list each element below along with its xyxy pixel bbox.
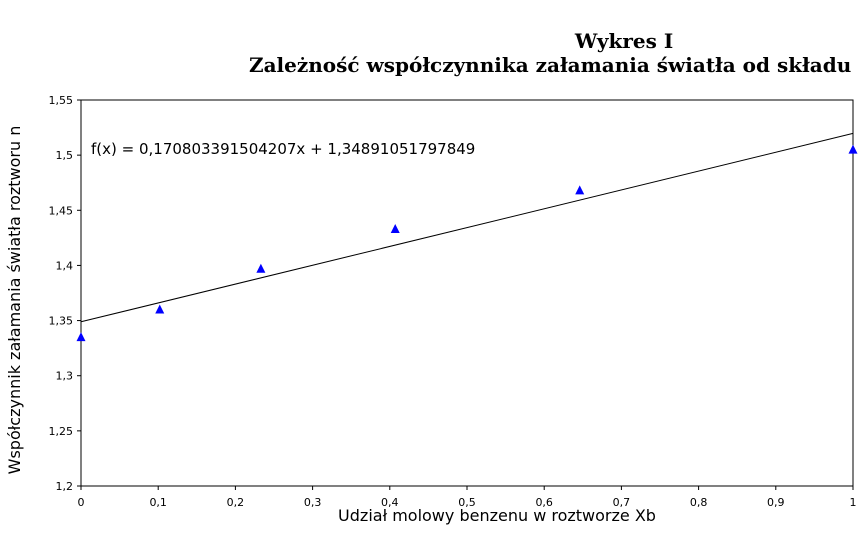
y-tick-label: 1,5 [56,149,74,162]
y-axis-label: Współczynnik załamania światła roztworu … [5,126,24,475]
y-tick-label: 1,25 [49,425,74,438]
x-axis-label: Udział molowy benzenu w roztworze Xb [338,506,656,525]
data-point [848,144,858,154]
chart-title: Wykres I [574,29,673,53]
x-tick-label: 1 [850,496,857,509]
x-axis: 0 0,1 0,2 0,3 0,4 0,5 0,6 0,7 0,8 0,9 1 [78,486,857,509]
x-tick-label: 0,4 [381,496,399,509]
x-tick-label: 0 [78,496,85,509]
trendline-equation: f(x) = 0,170803391504207x + 1,3489105179… [91,140,475,158]
y-tick-label: 1,55 [49,94,74,107]
y-tick-label: 1,3 [56,370,74,383]
chart-subtitle: Zależność współczynnika załamania światł… [249,53,851,77]
trendline [80,132,854,323]
data-point [76,332,86,342]
y-axis: 1,2 1,25 1,3 1,35 1,4 1,45 1,5 1,55 [49,94,81,493]
y-tick-label: 1,45 [49,204,74,217]
x-tick-label: 0,8 [690,496,708,509]
x-tick-label: 0,2 [227,496,245,509]
y-tick-label: 1,4 [56,259,74,272]
y-tick-label: 1,35 [49,315,74,328]
data-point [575,185,585,195]
data-points [76,144,858,342]
x-tick-label: 0,1 [149,496,167,509]
x-tick-label: 0,6 [535,496,553,509]
y-tick-label: 1,2 [56,480,74,493]
x-tick-label: 0,9 [767,496,785,509]
x-tick-label: 0,3 [304,496,322,509]
data-point [256,263,266,273]
x-tick-label: 0,7 [613,496,631,509]
data-point [390,224,400,234]
data-point [155,304,165,314]
x-tick-label: 0,5 [458,496,476,509]
